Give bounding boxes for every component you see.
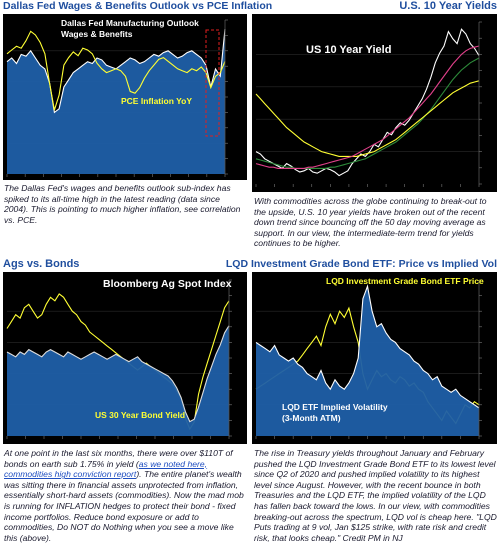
panel-dallas-fed: Dallas Fed Wages & Benefits Outlook vs P… bbox=[3, 0, 272, 258]
chart-us10y: US 10 Year Yield bbox=[252, 14, 497, 192]
series-label-wages-2: Wages & Benefits bbox=[61, 29, 133, 39]
caption-ags-bonds: At one point in the last six months, the… bbox=[4, 448, 247, 543]
series-label-wages: Dallas Fed Manufacturing Outlook bbox=[61, 18, 199, 28]
panel-lqd: LQD Investment Grade Bond ETF: Price vs … bbox=[226, 258, 497, 558]
caption-us10y: With commodities across the globe contin… bbox=[254, 196, 487, 249]
caption-text-post: ). The entire planet's wealth was sittin… bbox=[4, 469, 244, 543]
series-line-3 bbox=[255, 45, 480, 169]
series-line-1 bbox=[6, 30, 226, 111]
series-label-pce: PCE Inflation YoY bbox=[121, 96, 192, 106]
series-area-1 bbox=[7, 325, 229, 436]
series-label-us10y: US 10 Year Yield bbox=[306, 44, 392, 56]
highlight-box bbox=[205, 29, 220, 137]
commodities-report-link[interactable]: as we noted here, commodities high convi… bbox=[4, 458, 208, 480]
chart-ags-bonds: Bloomberg Ag Spot Index US 30 Year Bond … bbox=[3, 272, 247, 444]
panel-title: Dallas Fed Wages & Benefits Outlook vs P… bbox=[3, 0, 273, 12]
caption-lqd: The rise in Treasury yields throughout J… bbox=[254, 448, 497, 543]
series-label-lqd-vol: LQD ETF Implied Volatility bbox=[282, 402, 388, 412]
series-line-1 bbox=[255, 284, 480, 409]
chart-lqd: LQD Investment Grade Bond ETF Price LQD … bbox=[252, 272, 497, 444]
series-line-1 bbox=[6, 325, 230, 423]
panel-title: LQD Investment Grade Bond ETF: Price vs … bbox=[225, 258, 497, 270]
chart-svg bbox=[6, 279, 232, 439]
panel-us10y: U.S. 10 Year Yields US 10 Year Yield Wit… bbox=[252, 0, 497, 258]
series-label-30y-yield: US 30 Year Bond Yield bbox=[95, 410, 186, 420]
series-line-1 bbox=[255, 57, 480, 169]
chart-dallas-fed: Dallas Fed Manufacturing Outlook Wages &… bbox=[3, 14, 247, 180]
chart-svg bbox=[6, 19, 228, 177]
panel-title: U.S. 10 Year Yields bbox=[399, 0, 497, 12]
series-label-ag-index: Bloomberg Ag Spot Index bbox=[103, 278, 232, 290]
caption-text-pre: At one point in the last six months, the… bbox=[4, 448, 233, 469]
caption-dallas-fed: The Dallas Fed's wages and benefits outl… bbox=[4, 183, 241, 225]
panel-ags-bonds: Ags vs. Bonds Bloomberg Ag Spot Index US… bbox=[3, 258, 247, 558]
chart-svg bbox=[255, 279, 482, 439]
panel-title: Ags vs. Bonds bbox=[3, 258, 80, 270]
chart-svg bbox=[255, 21, 482, 187]
series-area-1 bbox=[256, 286, 479, 436]
series-label-lqd-price: LQD Investment Grade Bond ETF Price bbox=[326, 276, 484, 286]
series-area-0 bbox=[7, 29, 225, 174]
series-line-2 bbox=[255, 80, 480, 157]
series-label-lqd-vol-2: (3-Month ATM) bbox=[282, 413, 341, 423]
